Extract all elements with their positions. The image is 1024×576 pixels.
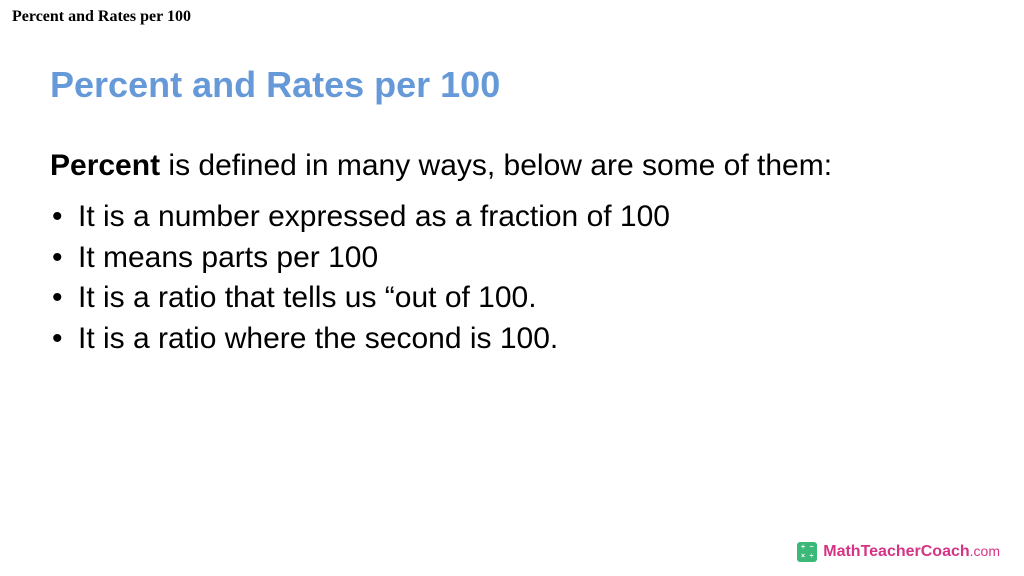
list-item: It means parts per 100 [78, 238, 974, 279]
list-item: It is a ratio where the second is 100. [78, 319, 974, 360]
brand-text: MathTeacherCoach.com [823, 543, 1000, 561]
brand-part2: Coach [921, 543, 970, 560]
intro-text: Percent is defined in many ways, below a… [50, 146, 974, 185]
slide-content: Percent and Rates per 100 Percent is def… [0, 34, 1024, 359]
footer-brand: + − × ÷ MathTeacherCoach.com [797, 542, 1000, 562]
brand-part1: MathTeacher [823, 543, 921, 560]
icon-glyph: ÷ [808, 553, 816, 561]
icon-glyph: × [799, 553, 807, 561]
list-item: It is a ratio that tells us “out of 100. [78, 278, 974, 319]
main-title: Percent and Rates per 100 [50, 64, 974, 106]
brand-suffix: .com [970, 543, 1000, 559]
brand-logo-icon: + − × ÷ [797, 542, 817, 562]
icon-glyph: + [799, 544, 807, 552]
intro-bold: Percent [50, 149, 160, 182]
intro-rest: is defined in many ways, below are some … [160, 149, 832, 182]
header-title: Percent and Rates per 100 [0, 0, 1024, 34]
list-item: It is a number expressed as a fraction o… [78, 197, 974, 238]
icon-glyph: − [808, 544, 816, 552]
bullet-list: It is a number expressed as a fraction o… [50, 197, 974, 359]
